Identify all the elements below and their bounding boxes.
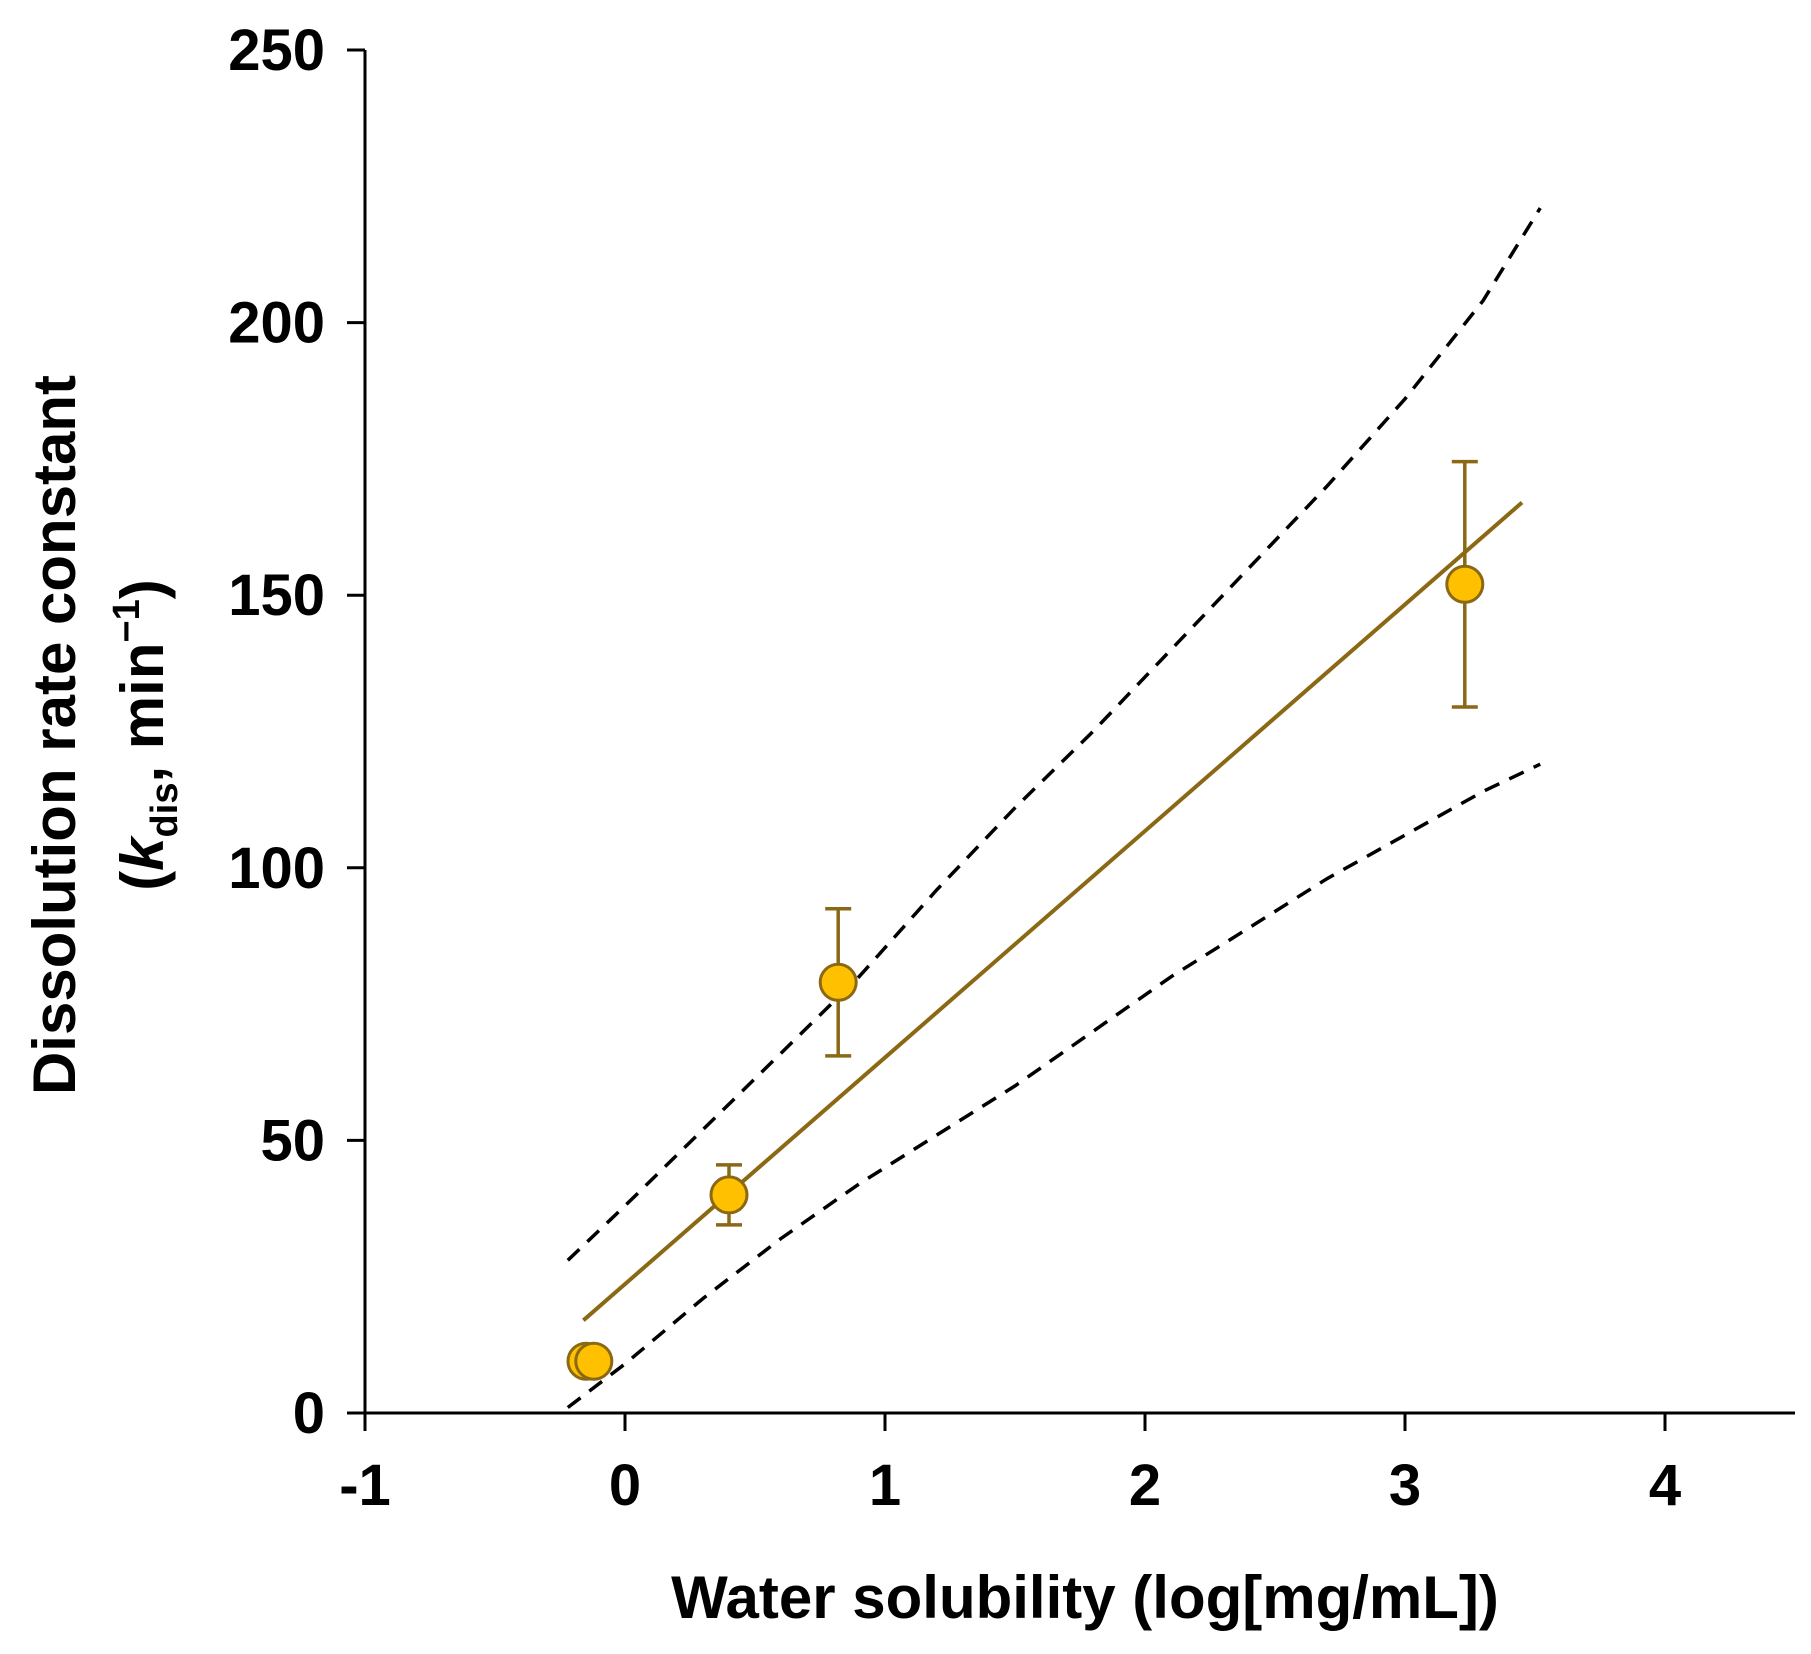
- y-axis-title-line2: (kdis, min−1): [106, 579, 186, 891]
- y-tick-label: 250: [228, 18, 325, 83]
- x-tick-label: 2: [1129, 1453, 1161, 1518]
- data-points: [566, 564, 1485, 1381]
- y-axis-title-line1: Dissolution rate constant: [21, 375, 88, 1095]
- lower-confidence-band: [566, 762, 1541, 1409]
- x-tick-label: 1: [869, 1453, 901, 1518]
- error-bars: [716, 459, 1478, 1227]
- y-title-rest: , min: [109, 643, 176, 783]
- lower-band-line: [566, 762, 1541, 1409]
- y-tick-label: 50: [260, 1108, 325, 1173]
- y-title-close-paren: ): [109, 579, 176, 599]
- x-tick-label: 0: [609, 1453, 641, 1518]
- axes: [347, 48, 1795, 1431]
- x-tick-label: 3: [1389, 1453, 1421, 1518]
- y-tick-label: 150: [228, 563, 325, 628]
- x-tick-label: 4: [1649, 1453, 1681, 1518]
- y-title-open-paren: (: [109, 871, 176, 891]
- y-tick-label: 0: [293, 1381, 325, 1446]
- upper-confidence-band: [566, 207, 1542, 1262]
- y-title-k: k: [109, 835, 176, 871]
- y-title-sup: −1: [106, 599, 148, 642]
- y-title-sub: dis: [144, 783, 186, 838]
- x-tick-label: -1: [339, 1453, 391, 1518]
- data-point: [574, 1341, 614, 1381]
- data-point: [1445, 564, 1485, 604]
- x-axis-title: Water solubility (log[mg/mL]): [671, 1564, 1499, 1631]
- y-axis-title: Dissolution rate constant (kdis, min−1): [21, 375, 186, 1095]
- y-tick-label: 200: [228, 291, 325, 356]
- upper-band-line: [566, 207, 1542, 1262]
- data-point: [818, 962, 858, 1002]
- y-tick-label: 100: [228, 836, 325, 901]
- data-point: [709, 1175, 749, 1215]
